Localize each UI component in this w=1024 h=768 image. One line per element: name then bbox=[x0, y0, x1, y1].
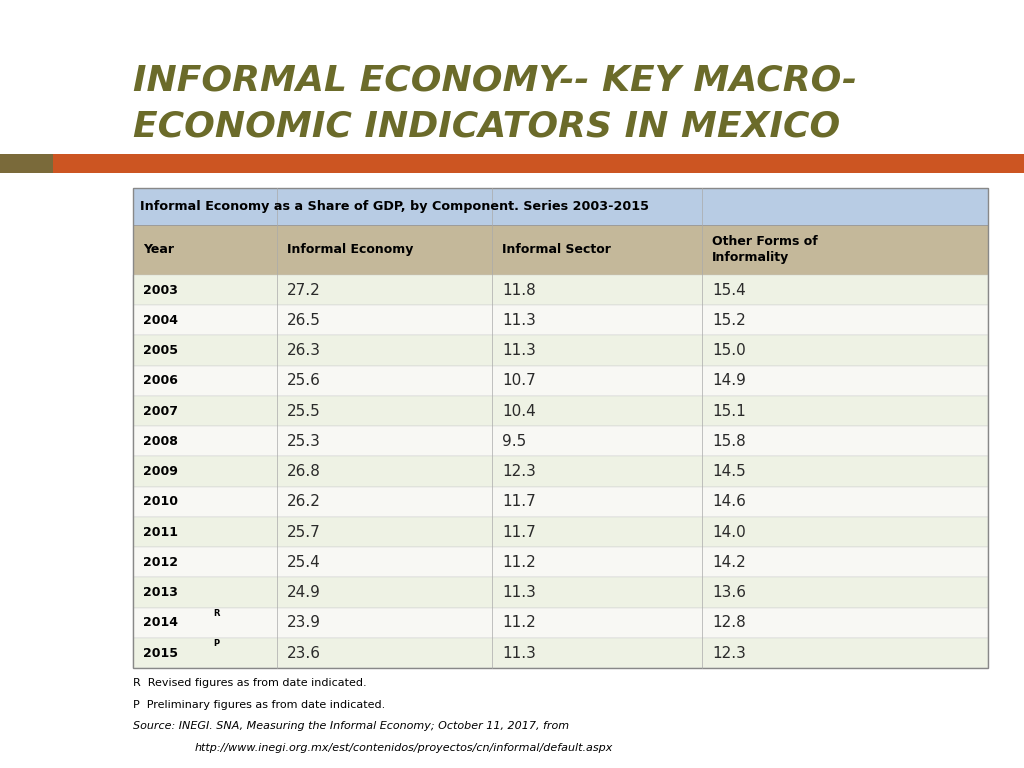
Text: 26.8: 26.8 bbox=[287, 464, 321, 479]
Bar bbox=[133, 638, 988, 668]
Text: 12.3: 12.3 bbox=[503, 464, 537, 479]
Text: 14.9: 14.9 bbox=[712, 373, 745, 389]
Bar bbox=[0, 154, 53, 173]
Bar bbox=[133, 456, 988, 487]
Text: R: R bbox=[213, 609, 220, 618]
Text: 2008: 2008 bbox=[143, 435, 178, 448]
Text: 23.6: 23.6 bbox=[287, 646, 322, 660]
Bar bbox=[133, 517, 988, 547]
Text: 12.3: 12.3 bbox=[712, 646, 745, 660]
Text: 25.3: 25.3 bbox=[287, 434, 321, 449]
Text: 26.2: 26.2 bbox=[287, 495, 321, 509]
Bar bbox=[133, 366, 988, 396]
Text: 15.4: 15.4 bbox=[712, 283, 745, 297]
Text: 9.5: 9.5 bbox=[503, 434, 526, 449]
Text: 2009: 2009 bbox=[143, 465, 178, 478]
Text: 11.3: 11.3 bbox=[503, 343, 537, 358]
Text: Other Forms of
Informality: Other Forms of Informality bbox=[712, 236, 818, 264]
Text: 23.9: 23.9 bbox=[287, 615, 322, 631]
Text: 25.5: 25.5 bbox=[287, 403, 321, 419]
Text: 24.9: 24.9 bbox=[287, 585, 321, 600]
Text: 2011: 2011 bbox=[143, 525, 178, 538]
Text: 2014: 2014 bbox=[143, 616, 178, 629]
Text: 11.7: 11.7 bbox=[503, 525, 537, 540]
Bar bbox=[133, 396, 988, 426]
Text: ECONOMIC INDICATORS IN MEXICO: ECONOMIC INDICATORS IN MEXICO bbox=[133, 110, 841, 144]
Text: 10.4: 10.4 bbox=[503, 403, 537, 419]
Bar bbox=[133, 547, 988, 578]
Bar bbox=[133, 188, 988, 668]
Text: 15.1: 15.1 bbox=[712, 403, 745, 419]
Text: 2015: 2015 bbox=[143, 647, 178, 660]
Text: 2004: 2004 bbox=[143, 314, 178, 327]
Text: 11.8: 11.8 bbox=[503, 283, 537, 297]
Text: 14.0: 14.0 bbox=[712, 525, 745, 540]
Bar bbox=[133, 188, 988, 225]
Text: 14.5: 14.5 bbox=[712, 464, 745, 479]
Text: 2012: 2012 bbox=[143, 556, 178, 569]
Text: 13.6: 13.6 bbox=[712, 585, 745, 600]
Text: 14.6: 14.6 bbox=[712, 495, 745, 509]
Text: 26.5: 26.5 bbox=[287, 313, 321, 328]
Text: 15.2: 15.2 bbox=[712, 313, 745, 328]
Text: 25.7: 25.7 bbox=[287, 525, 321, 540]
Bar bbox=[133, 336, 988, 366]
Text: 2013: 2013 bbox=[143, 586, 178, 599]
Text: Year: Year bbox=[143, 243, 174, 257]
Text: P: P bbox=[213, 640, 219, 648]
Text: INFORMAL ECONOMY-- KEY MACRO-: INFORMAL ECONOMY-- KEY MACRO- bbox=[133, 64, 857, 98]
Text: 2003: 2003 bbox=[143, 283, 178, 296]
Text: 2010: 2010 bbox=[143, 495, 178, 508]
Text: 15.0: 15.0 bbox=[712, 343, 745, 358]
Text: 11.3: 11.3 bbox=[503, 313, 537, 328]
Text: 2005: 2005 bbox=[143, 344, 178, 357]
Bar bbox=[133, 607, 988, 638]
Text: 12.8: 12.8 bbox=[712, 615, 745, 631]
Text: Informal Economy as a Share of GDP, by Component. Series 2003-2015: Informal Economy as a Share of GDP, by C… bbox=[140, 200, 649, 213]
Bar bbox=[133, 275, 988, 305]
Text: P  Preliminary figures as from date indicated.: P Preliminary figures as from date indic… bbox=[133, 700, 385, 710]
Text: Informal Economy: Informal Economy bbox=[287, 243, 414, 257]
Text: R  Revised figures as from date indicated.: R Revised figures as from date indicated… bbox=[133, 678, 367, 688]
Text: 11.7: 11.7 bbox=[503, 495, 537, 509]
Bar bbox=[133, 305, 988, 336]
Text: 15.8: 15.8 bbox=[712, 434, 745, 449]
Text: Source: INEGI. SNA, Measuring the Informal Economy; October 11, 2017, from: Source: INEGI. SNA, Measuring the Inform… bbox=[133, 721, 569, 731]
Text: 11.2: 11.2 bbox=[503, 615, 537, 631]
Bar bbox=[53, 154, 1024, 173]
Text: 11.3: 11.3 bbox=[503, 585, 537, 600]
Text: 2007: 2007 bbox=[143, 405, 178, 418]
Text: 11.2: 11.2 bbox=[503, 554, 537, 570]
Bar bbox=[133, 225, 988, 275]
Text: 10.7: 10.7 bbox=[503, 373, 537, 389]
Bar bbox=[133, 426, 988, 456]
Text: 27.2: 27.2 bbox=[287, 283, 321, 297]
Text: 11.3: 11.3 bbox=[503, 646, 537, 660]
Text: 25.6: 25.6 bbox=[287, 373, 321, 389]
Bar bbox=[133, 487, 988, 517]
Text: Informal Sector: Informal Sector bbox=[503, 243, 611, 257]
Text: 26.3: 26.3 bbox=[287, 343, 322, 358]
Text: 2006: 2006 bbox=[143, 374, 178, 387]
Text: 25.4: 25.4 bbox=[287, 554, 321, 570]
Text: http://www.inegi.org.mx/est/contenidos/proyectos/cn/informal/default.aspx: http://www.inegi.org.mx/est/contenidos/p… bbox=[195, 743, 613, 753]
Bar bbox=[133, 578, 988, 607]
Text: 14.2: 14.2 bbox=[712, 554, 745, 570]
